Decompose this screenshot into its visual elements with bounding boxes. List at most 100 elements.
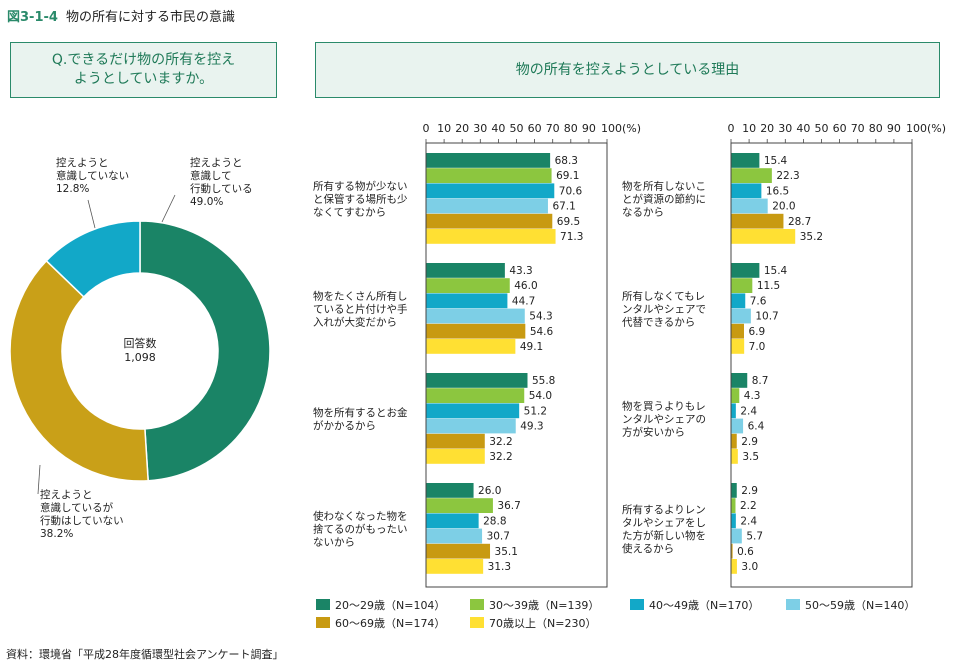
panel-0-group-3-bar-4 [426,543,491,559]
panel-1-group-3-label-1: タルやシェアをし [622,517,706,529]
panel-0-group-2-value-1: 54.0 [529,390,552,402]
donut-label-1-2: 行動はしていない [40,514,124,527]
donut-label-0-3: 49.0% [190,196,223,208]
panel-1-group-0-bar-2 [731,183,762,199]
panel-1-group-3-bar-5 [731,559,737,574]
panel-1-group-3-value-0: 2.9 [741,485,758,497]
panel-0-tick-label-0: 0 [423,122,430,135]
panel-0-group-2-label-0: 物を所有するとお金 [313,406,408,419]
panel-1-group-1-bar-5 [731,339,745,354]
panel-0-group-0-bar-0 [426,153,551,168]
question-box: Q.できるだけ物の所有を控え ようとしていますか。 [10,42,277,98]
panel-0-group-0-bar-3 [426,198,548,214]
panel-1-tick-label-2: 20 [760,122,774,135]
panel-1-group-0-value-1: 22.3 [776,170,799,182]
donut-slice-0 [139,220,271,482]
panel-1-group-1-bar-1 [731,278,753,293]
donut-label-0-2: 行動している [190,182,253,195]
panel-0-group-1-label-1: ていると片付けや手 [313,303,408,316]
panel-0-group-0-value-0: 68.3 [555,155,578,167]
legend-swatch-3 [786,599,800,610]
panel-0-tick-label-2: 20 [455,122,469,135]
panel-1-group-1-value-5: 7.0 [749,341,766,353]
panel-1-group-1-bar-0 [731,263,760,278]
panel-0-group-3-value-3: 30.7 [487,531,510,543]
figure-title: 図3-1-4 物の所有に対する市民の意識 [7,6,235,25]
figure-title-text: 物の所有に対する市民の意識 [65,10,235,25]
panel-1-group-2-value-2: 2.4 [740,405,757,417]
panel-1-group-1-label-1: ンタルやシェアで [622,304,706,316]
panel-1-group-2-value-3: 6.4 [748,421,765,433]
panel-0-group-1-bar-3 [426,308,525,324]
panel-0-group-0-value-3: 67.1 [552,201,575,213]
panel-0-group-2-value-5: 32.2 [489,451,512,463]
reasons-title: 物の所有を控えようとしている理由 [515,62,740,78]
panel-0-group-2-value-3: 49.3 [520,421,543,433]
panel-0-group-1-bar-5 [426,339,516,354]
panel-0-tick-label-8: 80 [564,122,578,135]
panel-1-group-1-bar-3 [731,308,751,324]
panel-0-group-2-bar-0 [426,373,528,388]
panel-0-group-2-bar-3 [426,418,516,434]
donut-label-1-3: 38.2% [40,528,73,540]
legend-swatch-0 [316,599,330,610]
panel-1-group-2-value-5: 3.5 [742,451,759,463]
panel-0-group-2-value-4: 32.2 [489,436,512,448]
panel-1-group-0-label-0: 物を所有しないこ [622,180,706,193]
panel-1-group-3-bar-4 [731,543,733,559]
donut-leader-1 [37,464,41,495]
panel-0-group-1-label-2: 入れが大変だから [313,316,397,329]
panel-0-group-3-bar-3 [426,528,483,544]
panel-1-group-0-value-5: 35.2 [800,231,823,243]
panel-0-group-0-label-1: と保管する場所も少 [313,193,408,206]
panel-0-group-1-value-4: 54.6 [530,326,554,338]
panel-0-group-0-bar-5 [426,229,556,244]
panel-0-tick-label-1: 10 [437,122,451,135]
panel-1-group-1-bar-2 [731,293,746,309]
panel-1-group-1-bar-4 [731,323,744,339]
panel-1-group-3-label-2: た方が新しい物を [622,529,706,542]
panel-0-group-1-value-1: 46.0 [514,280,537,292]
panel-0-tick-label-3: 30 [473,122,487,135]
panel-1-tick-label-0: 0 [728,122,735,135]
panel-1-group-2-value-0: 8.7 [752,375,769,387]
panel-1-group-2-bar-2 [731,403,736,419]
legend-swatch-2 [630,599,644,610]
panel-1-group-3-value-4: 0.6 [737,546,754,558]
donut-slice-1 [9,259,149,482]
panel-0-group-2-value-2: 51.2 [524,405,547,417]
donut-leader-0 [161,194,176,223]
panel-1-group-1-value-1: 11.5 [757,280,780,292]
panel-1-group-2-label-2: 方が安いから [622,426,685,439]
panel-1-group-2-bar-3 [731,418,744,434]
panel-1-tick-label-3: 30 [778,122,792,135]
panel-1-group-2-bar-5 [731,449,738,464]
panel-1-group-2-value-1: 4.3 [744,390,761,402]
panel-1-group-3-bar-0 [731,483,737,498]
panel-1-group-0-bar-1 [731,168,772,183]
panel-1-group-3-bar-3 [731,528,742,544]
donut-center-label-1: 1,098 [124,351,156,364]
panel-0-group-1-bar-1 [426,278,510,293]
panel-1-group-0-label-2: なるから [622,207,664,219]
panel-1-group-3-bar-1 [731,498,736,513]
donut-label-2-1: 意識していない [56,169,129,182]
donut-slice-2 [45,220,141,298]
panel-0-group-3-value-0: 26.0 [478,485,501,497]
donut-leader-2 [87,199,96,229]
panel-1-group-2-bar-0 [731,373,748,388]
figure-number: 図3-1-4 [7,10,58,25]
panel-1-group-0-value-2: 16.5 [766,185,789,197]
panel-0-tick-label-9: 90 [582,122,596,135]
legend-swatch-1 [470,599,484,610]
legend-label-2: 40～49歳（N=170） [649,599,759,612]
panel-1-group-0-bar-3 [731,198,768,214]
legend-label-1: 30～39歳（N=139） [489,599,599,612]
panel-0-group-3-value-5: 31.3 [488,561,511,573]
panel-0-group-3-bar-2 [426,513,479,529]
panel-1-group-3-value-1: 2.2 [740,500,757,512]
panel-0-group-1-bar-4 [426,323,526,339]
panel-1-group-0-value-0: 15.4 [764,155,788,167]
panel-1-group-3-label-0: 所有するよりレン [622,503,706,516]
